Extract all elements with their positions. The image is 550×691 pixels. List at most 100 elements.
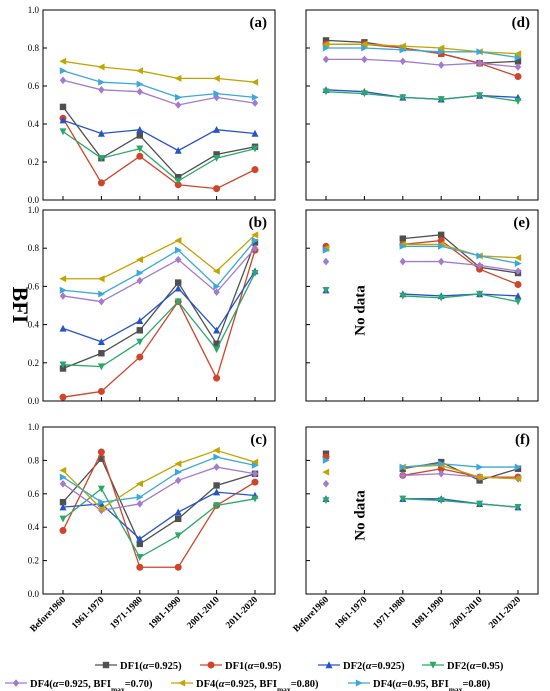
data-point xyxy=(438,257,445,266)
data-point xyxy=(399,46,407,54)
series-6 xyxy=(322,40,522,58)
series-4 xyxy=(322,88,522,105)
y-tick-label: 0.8 xyxy=(28,455,40,465)
legend-entry: DF1(α=0.925) xyxy=(95,661,182,672)
data-point xyxy=(514,254,522,262)
data-point xyxy=(174,237,182,245)
data-point xyxy=(438,231,445,239)
data-point xyxy=(251,461,259,469)
data-point xyxy=(174,74,182,82)
data-point xyxy=(399,235,406,242)
data-point xyxy=(59,324,67,332)
y-tick-label: 0.4 xyxy=(28,320,40,330)
y-tick-label: 1.0 xyxy=(28,205,40,215)
data-point xyxy=(322,257,330,266)
legend-label: DF4(α=0.925, BFImax=0.70) xyxy=(30,679,153,691)
data-point xyxy=(59,286,67,294)
data-point xyxy=(213,453,221,461)
data-point xyxy=(251,78,259,86)
series-7 xyxy=(322,44,522,61)
data-point xyxy=(476,500,484,508)
data-point xyxy=(59,57,67,65)
series-5 xyxy=(322,55,522,71)
series-line xyxy=(62,449,256,510)
data-point xyxy=(59,128,67,136)
data-point xyxy=(213,502,221,510)
data-point xyxy=(213,463,220,471)
data-point xyxy=(476,265,484,273)
legend-marker xyxy=(102,661,110,669)
data-point xyxy=(514,50,522,58)
data-point xyxy=(213,288,220,296)
data-point xyxy=(98,350,105,357)
data-point xyxy=(136,554,144,561)
series-line xyxy=(62,60,256,83)
panel-label: (c) xyxy=(250,432,267,448)
data-point xyxy=(136,256,143,264)
series-1 xyxy=(59,239,259,372)
series-line xyxy=(62,270,256,343)
data-point xyxy=(322,497,330,505)
y-tick-label: 0.4 xyxy=(28,119,40,129)
data-point xyxy=(212,267,220,275)
data-point xyxy=(175,279,182,286)
data-point xyxy=(213,155,221,162)
data-point xyxy=(514,58,522,65)
data-point xyxy=(399,292,407,300)
data-point xyxy=(174,298,182,306)
data-point xyxy=(514,292,522,300)
data-point xyxy=(98,78,106,86)
data-point xyxy=(322,287,330,294)
series-line xyxy=(62,247,256,303)
data-point xyxy=(97,155,105,162)
data-point xyxy=(174,460,182,468)
data-point xyxy=(98,498,106,506)
legend-entry: DF4(α=0.925, BFImax=0.80) xyxy=(171,679,319,691)
series-line xyxy=(326,58,519,68)
data-point xyxy=(174,508,182,516)
data-point xyxy=(361,55,368,64)
y-tick-label: 0.2 xyxy=(28,358,39,368)
series-line xyxy=(402,260,519,272)
series-line xyxy=(63,234,256,280)
data-point xyxy=(59,361,67,369)
data-point xyxy=(360,90,368,98)
data-point xyxy=(97,387,105,395)
y-tick-label: 0.6 xyxy=(28,489,40,499)
data-point xyxy=(136,540,143,548)
data-point xyxy=(136,327,143,334)
data-point xyxy=(399,463,407,471)
x-tick-label: 2001-2010 xyxy=(449,595,485,631)
legend-marker xyxy=(12,679,20,687)
series-line xyxy=(62,240,256,295)
data-point xyxy=(399,242,407,250)
data-point xyxy=(213,340,220,347)
legend-label: DF1(α=0.925) xyxy=(120,661,182,672)
series-line xyxy=(62,242,256,370)
series-4 xyxy=(59,128,259,185)
data-point xyxy=(175,255,182,264)
series-4 xyxy=(59,269,259,371)
series-line xyxy=(62,70,256,99)
legend-marker xyxy=(325,661,333,669)
x-tick-label: 2011-2020 xyxy=(487,595,523,631)
panel-e: (e) No data xyxy=(305,209,539,402)
series-6 xyxy=(59,446,259,513)
legend-entry: DF2(α=0.925) xyxy=(318,661,405,672)
panel-frame xyxy=(305,209,539,402)
data-point xyxy=(476,92,484,100)
data-point xyxy=(476,463,484,471)
data-point xyxy=(136,493,144,501)
series-4 xyxy=(59,485,259,561)
legend-label: DF4(α=0.925, BFImax=0.80) xyxy=(196,679,319,691)
data-point xyxy=(322,456,330,464)
series-2 xyxy=(59,114,259,193)
data-point xyxy=(59,498,67,506)
data-point xyxy=(136,480,143,488)
x-axis-labels: Before1960 1961-1970 1971-1980 1981-1990 200… xyxy=(29,595,524,635)
x-tick-label: 1981-1990 xyxy=(410,595,446,631)
data-point xyxy=(59,479,67,488)
data-point xyxy=(59,76,67,85)
panel-label: (f) xyxy=(515,432,530,448)
